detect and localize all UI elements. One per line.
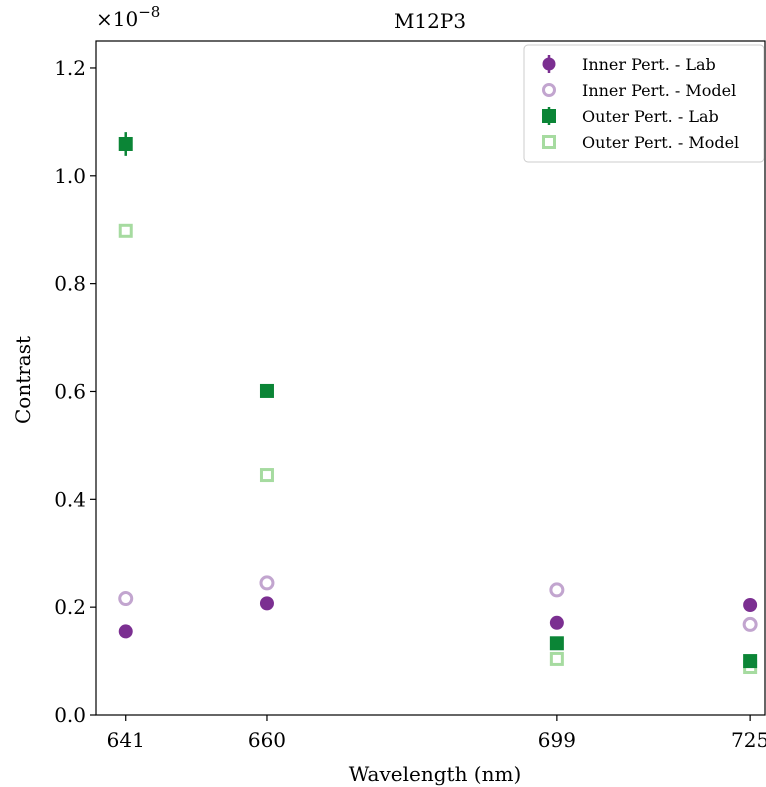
y-axis-label: Contrast [11, 336, 35, 424]
y-tick-label: 0.2 [54, 595, 86, 619]
outer-pert-lab-point [549, 636, 564, 651]
outer-pert-model-point [549, 651, 564, 666]
x-tick-label: 725 [731, 728, 766, 752]
data-marks [118, 132, 758, 675]
legend-outer-pert-lab-marker [542, 109, 556, 123]
outer-pert-lab-point [743, 654, 758, 669]
x-tick-label: 699 [538, 728, 576, 752]
outer-pert-lab-point [118, 136, 133, 151]
legend-box [523, 44, 765, 163]
legend-outer-pert-lab-label: Outer Pert. - Lab [582, 107, 719, 126]
y-tick-label: 0.4 [54, 487, 86, 511]
y-tick-label: 0.6 [54, 379, 86, 403]
x-tick-label: 641 [107, 728, 145, 752]
inner-pert-model-point [549, 582, 565, 598]
y-tick-label: 1.2 [54, 56, 86, 80]
y-tick-label: 0.8 [54, 272, 86, 296]
axis-ticks: 0.0 0.2 0.4 0.6 0.8 1.0 1.2 641 660 699 725 [54, 56, 766, 752]
legend-inner-pert-lab-marker [542, 57, 556, 71]
legend: Inner Pert. - Lab Inner Pert. - Model Oute… [523, 44, 765, 163]
inner-pert-model-point [118, 591, 134, 607]
x-tick-label: 660 [248, 728, 286, 752]
legend-inner-pert-model-label: Inner Pert. - Model [582, 81, 736, 100]
legend-outer-pert-model-marker [542, 135, 556, 149]
legend-inner-pert-model-marker [542, 83, 556, 97]
legend-outer-pert-model-label: Outer Pert. - Model [582, 133, 739, 152]
y-axis-scale-exponent: −8 [138, 3, 160, 21]
y-axis-scale-label: ×10−8 [96, 3, 160, 31]
outer-pert-model-point [118, 223, 133, 238]
inner-pert-lab-point [743, 598, 758, 613]
inner-pert-model-point [742, 616, 758, 632]
y-tick-label: 0.0 [54, 703, 86, 727]
inner-pert-model-point [259, 575, 275, 591]
inner-pert-lab-point [118, 624, 133, 639]
y-tick-label: 1.0 [54, 164, 86, 188]
plot-frame [95, 40, 766, 716]
y-axis-scale-base: ×10 [96, 7, 138, 31]
outer-pert-model-point [259, 468, 274, 483]
legend-inner-pert-lab-label: Inner Pert. - Lab [582, 55, 716, 74]
outer-pert-lab-point [259, 383, 274, 398]
chart-title: M12P3 [394, 9, 466, 33]
inner-pert-lab-point [549, 615, 564, 630]
inner-pert-lab-point [259, 596, 274, 611]
x-axis-label: Wavelength (nm) [349, 762, 522, 786]
